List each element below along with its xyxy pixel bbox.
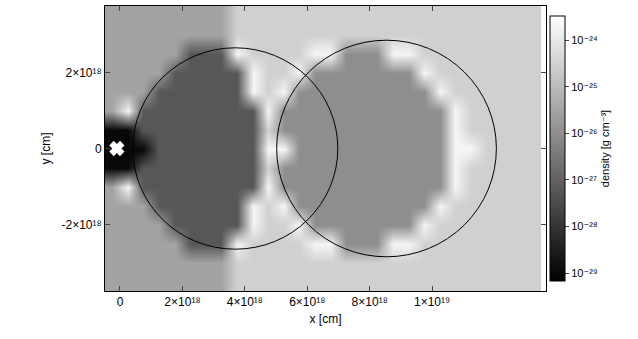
svg-text:10⁻²⁷: 10⁻²⁷ [571,174,597,186]
svg-text:10⁻²⁴: 10⁻²⁴ [571,34,598,46]
svg-text:2×10¹⁸: 2×10¹⁸ [66,66,102,80]
svg-text:10⁻²⁹: 10⁻²⁹ [571,267,597,279]
svg-text:0: 0 [95,142,102,156]
svg-text:-2×10¹⁸: -2×10¹⁸ [62,218,102,232]
svg-text:4×10¹⁸: 4×10¹⁸ [227,295,263,309]
svg-text:density [g cm⁻³]: density [g cm⁻³] [599,110,611,187]
svg-text:6×10¹⁸: 6×10¹⁸ [289,295,325,309]
svg-text:10⁻²⁶: 10⁻²⁶ [571,127,597,139]
svg-text:8×10¹⁸: 8×10¹⁸ [352,295,388,309]
svg-text:0: 0 [117,295,124,309]
svg-text:10⁻²⁸: 10⁻²⁸ [571,220,597,232]
svg-text:10⁻²⁵: 10⁻²⁵ [571,81,597,93]
svg-text:2×10¹⁸: 2×10¹⁸ [164,295,200,309]
svg-text:y [cm]: y [cm] [39,133,53,165]
svg-text:x [cm]: x [cm] [310,312,342,326]
svg-text:1×10¹⁹: 1×10¹⁹ [414,295,450,309]
